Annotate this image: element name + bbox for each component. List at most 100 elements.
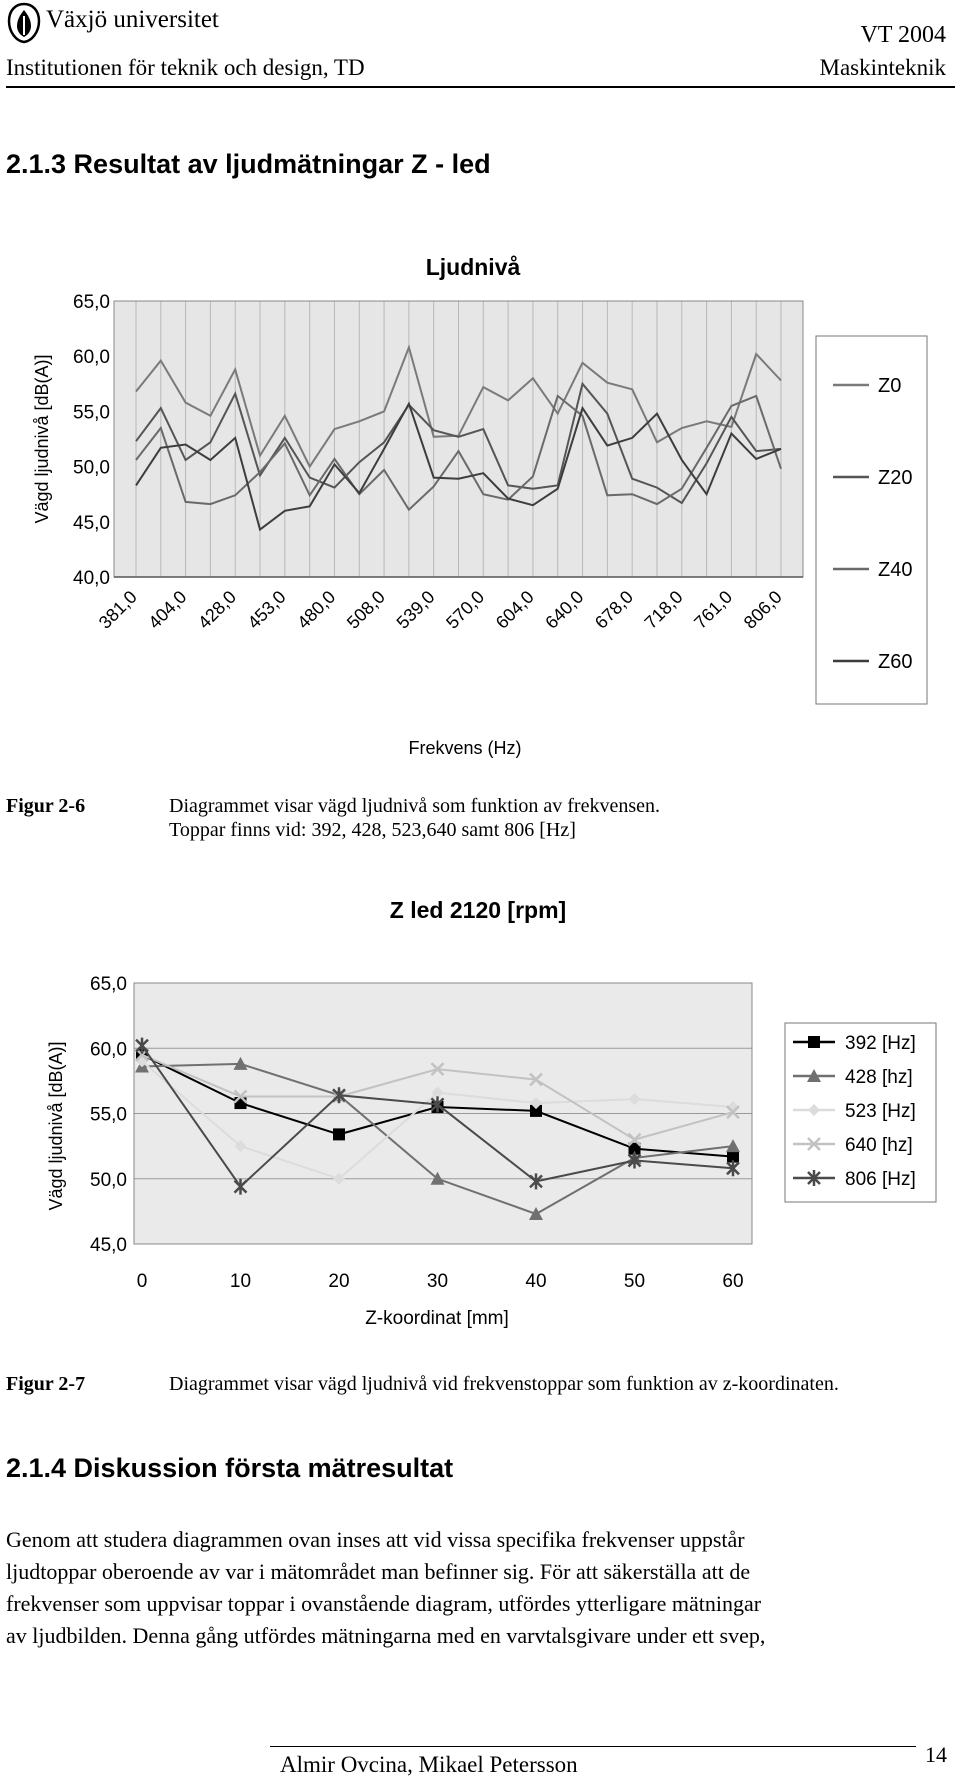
data-point: [233, 1056, 248, 1070]
data-point: [807, 1137, 821, 1151]
x-tick-label: 0: [137, 1271, 148, 1292]
x-tick-label: 428,0: [194, 587, 240, 633]
data-point: [430, 1096, 445, 1113]
x-axis-title: Z-koordinat [mm]: [365, 1308, 509, 1329]
legend-box: [815, 335, 928, 705]
y-tick-label: 60,0: [90, 1039, 127, 1060]
x-tick-label: 10: [230, 1271, 251, 1292]
data-point: [529, 1072, 543, 1087]
legend-label: 640 [hz]: [845, 1135, 913, 1156]
data-point: [233, 1089, 248, 1104]
y-tick-label: 65,0: [90, 974, 127, 995]
term-label: VT 2004: [860, 22, 946, 48]
footer-rule: [270, 1746, 916, 1747]
x-tick-label: 570,0: [442, 587, 488, 633]
data-point: [808, 1036, 820, 1048]
header-rule: [6, 86, 955, 88]
x-tick-label: 678,0: [591, 587, 637, 633]
section-title-results: 2.1.3 Resultat av ljudmätningar Z - led: [6, 149, 491, 179]
x-tick-label: 381,0: [95, 587, 141, 633]
y-tick-label: 50,0: [90, 1170, 127, 1191]
series-line: [135, 394, 782, 512]
x-tick-label: 480,0: [293, 587, 339, 633]
university-name: Växjö universitet: [46, 6, 219, 33]
data-point: [807, 1170, 821, 1186]
y-tick-label: 60,0: [73, 347, 110, 368]
page-number: 14: [925, 1742, 947, 1767]
data-point: [430, 1062, 445, 1077]
program-name: Maskinteknik: [819, 55, 947, 80]
figure-caption-1-line2: Toppar finns vid: 392, 428, 523,640 samt…: [169, 819, 576, 841]
x-tick-label: 604,0: [492, 587, 538, 633]
data-point: [530, 1104, 542, 1117]
paragraph-line: Genom att studera diagrammen ovan inses …: [6, 1527, 745, 1552]
data-point: [135, 1037, 149, 1054]
y-tick-label: 50,0: [73, 458, 110, 479]
figure-caption-1-line1: Diagrammet visar vägd ljudnivå som funkt…: [169, 795, 660, 817]
chart-ljudniva: Ljudnivå 40,0 45,0 50,0 55,0 60,0 65,0 Vägd lju…: [32, 254, 928, 758]
x-tick-label: 806,0: [740, 587, 786, 633]
data-point: [333, 1172, 345, 1185]
data-point: [233, 1178, 248, 1195]
chart-title: Z led 2120 [rpm]: [390, 897, 566, 923]
legend-box: [784, 1022, 937, 1203]
data-point: [726, 1160, 740, 1177]
section-title-discussion: 2.1.4 Diskussion första mätresultat: [6, 1453, 454, 1483]
x-tick-label: 30: [427, 1271, 448, 1292]
x-tick-label: 40: [525, 1271, 546, 1292]
series-line: [135, 401, 782, 532]
data-point: [726, 1139, 740, 1153]
x-tick-label: 20: [328, 1271, 349, 1292]
data-point: [627, 1152, 642, 1169]
paragraph-line: ljudtoppar oberoende av var i mätområdet…: [6, 1559, 751, 1584]
plot-border: [133, 982, 753, 1245]
legend-label: 392 [Hz]: [845, 1033, 916, 1054]
x-tick-label: 718,0: [641, 587, 687, 633]
x-tick-label: 508,0: [343, 587, 389, 633]
data-point: [431, 1086, 444, 1099]
x-axis-title: Frekvens (Hz): [408, 738, 521, 758]
data-point: [530, 1097, 542, 1110]
legend-label: Z60: [878, 651, 912, 673]
legend-label: Z40: [878, 559, 912, 581]
y-tick-label: 55,0: [73, 402, 110, 423]
y-tick-label: 55,0: [90, 1105, 127, 1126]
x-tick-label: 50: [624, 1271, 645, 1292]
series-line: [135, 344, 782, 469]
paragraph-line: av ljudbilden. Denna gång utfördes mätni…: [6, 1623, 766, 1648]
y-axis-title: Vägd ljudnivå [dB(A)]: [32, 354, 52, 523]
figure-label-1: Figur 2-6: [6, 795, 86, 817]
data-point: [808, 1104, 820, 1116]
data-point: [529, 1207, 543, 1220]
y-tick-label: 65,0: [73, 292, 110, 313]
y-axis-title: Vägd ljudnivå [dB(A)]: [46, 1041, 66, 1210]
x-tick-label: 404,0: [144, 587, 190, 633]
legend-label: Z0: [878, 375, 901, 397]
chart-z-led: Z led 2120 [rpm] 45,0 50,0 55,0 60,0 65,0 Vägd…: [46, 897, 937, 1329]
data-point: [430, 1171, 445, 1185]
y-tick-label: 40,0: [73, 568, 110, 589]
figure-caption-2: Diagrammet visar vägd ljudnivå vid frekv…: [169, 1373, 839, 1395]
y-tick-label: 45,0: [90, 1235, 127, 1256]
legend-label: Z20: [878, 467, 912, 489]
legend-label: 428 [hz]: [845, 1067, 913, 1088]
x-tick-label: 761,0: [690, 587, 736, 633]
data-point: [529, 1173, 543, 1190]
paragraph-line: frekvenser som uppvisar toppar i ovanstå…: [6, 1591, 762, 1616]
x-tick-label: 640,0: [541, 587, 587, 633]
series-line: [135, 381, 782, 505]
legend-label: 806 [Hz]: [845, 1169, 916, 1190]
legend-label: 523 [Hz]: [845, 1101, 916, 1122]
data-point: [234, 1140, 247, 1153]
data-point: [332, 1087, 346, 1104]
data-point: [628, 1093, 641, 1106]
data-point: [727, 1150, 739, 1163]
figure-label-2: Figur 2-7: [6, 1373, 86, 1395]
x-tick-label: 60: [722, 1271, 743, 1292]
x-tick-label: 539,0: [393, 587, 439, 633]
data-point: [628, 1142, 641, 1155]
data-point: [234, 1097, 247, 1110]
institution-name: Institutionen för teknik och design, TD: [6, 55, 365, 80]
data-point: [807, 1069, 821, 1082]
university-logo-icon: [7, 2, 41, 44]
